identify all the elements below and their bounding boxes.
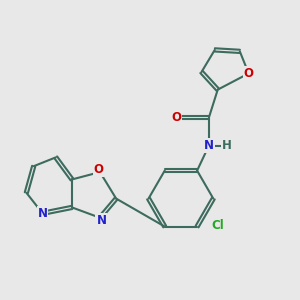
Text: O: O — [244, 67, 254, 80]
Text: H: H — [222, 139, 232, 152]
Text: O: O — [172, 111, 182, 124]
Text: Cl: Cl — [211, 219, 224, 232]
Text: N: N — [96, 214, 106, 227]
Text: N: N — [204, 139, 214, 152]
Text: O: O — [94, 163, 103, 176]
Text: N: N — [38, 207, 47, 220]
